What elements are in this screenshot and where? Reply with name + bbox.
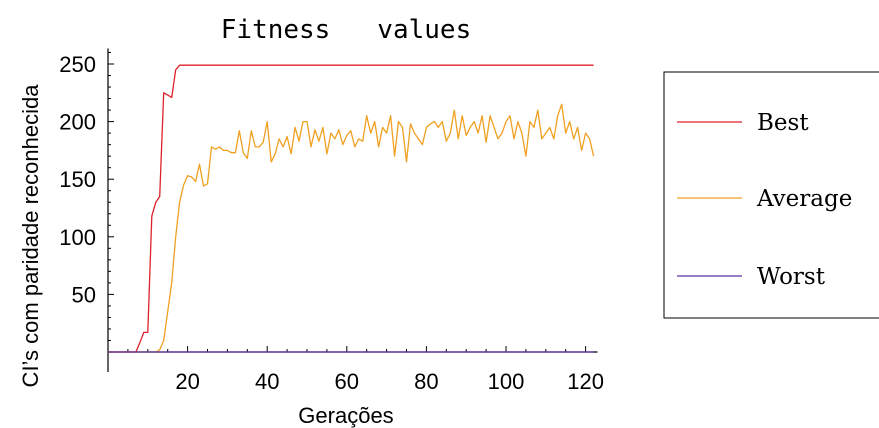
y-tick-label: 200 (59, 110, 96, 135)
series-line-best (108, 64, 594, 353)
y-tick-label: 100 (59, 225, 96, 250)
legend: Best Average Worst (663, 71, 879, 319)
y-tick-label: 150 (59, 167, 96, 192)
legend-box (663, 71, 879, 319)
x-tick-label: 40 (255, 369, 279, 394)
x-tick-label: 100 (488, 369, 525, 394)
plot-area: 20 40 60 80 100 120 50 100 150 200 250 (59, 48, 604, 394)
y-tick-label: 250 (59, 52, 96, 77)
x-tick-label: 20 (175, 369, 199, 394)
x-tick-label: 80 (414, 369, 438, 394)
chart-title: Fitness values (221, 15, 471, 45)
legend-label-best: Best (757, 110, 809, 136)
legend-label-worst: Worst (757, 264, 826, 290)
y-axis-label: CI’s com paridade reconhecida (18, 84, 43, 388)
legend-label-average: Average (756, 186, 852, 212)
x-tick-label: 120 (567, 369, 604, 394)
y-tick-label: 50 (72, 282, 96, 307)
x-tick-label: 60 (335, 369, 359, 394)
series-line-average (108, 103, 595, 353)
x-axis-label: Gerações (298, 403, 393, 428)
